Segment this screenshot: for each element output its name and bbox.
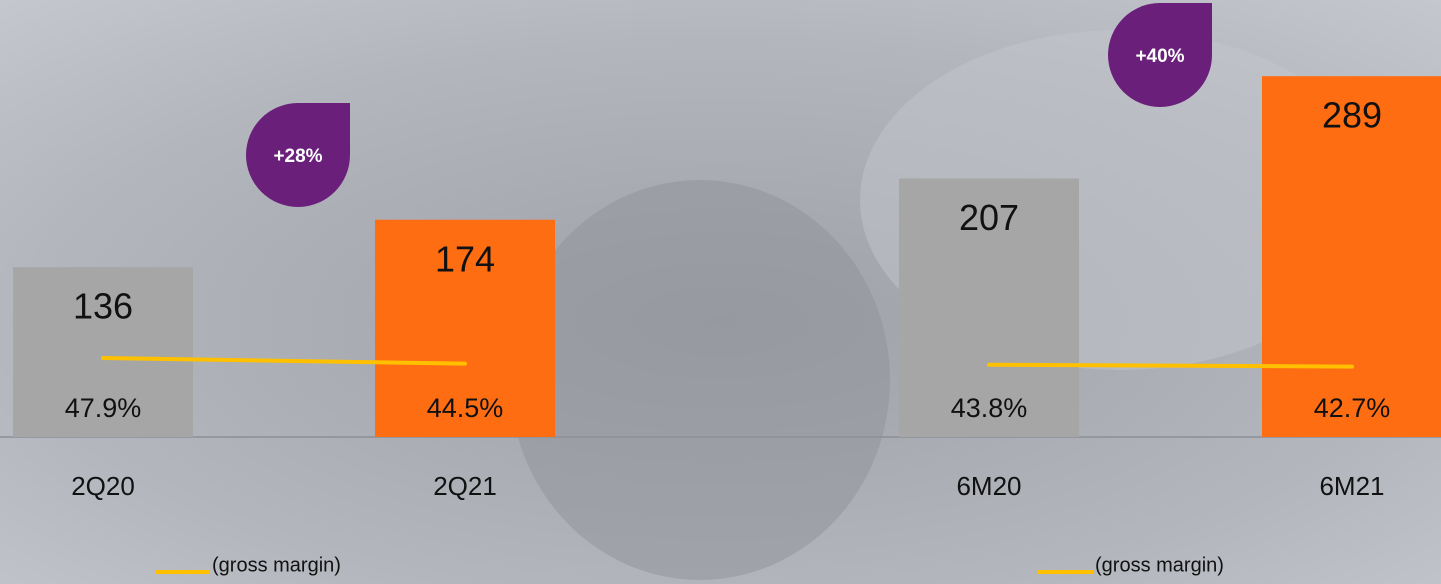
x-tick-label: 6M20 bbox=[956, 471, 1021, 501]
margin-label: 43.8% bbox=[951, 393, 1028, 423]
growth-label: +28% bbox=[273, 146, 322, 167]
margin-label: 47.9% bbox=[65, 393, 142, 423]
background-shape bbox=[510, 180, 890, 580]
chart: 136 2Q20 174 2Q21 207 6M20 289 6M21 47.9% 44.5% (g… bbox=[0, 0, 1441, 584]
x-tick-label: 2Q21 bbox=[433, 471, 497, 501]
x-tick-label: 6M21 bbox=[1319, 471, 1384, 501]
bar-value-label: 136 bbox=[73, 286, 133, 327]
margin-label: 42.7% bbox=[1314, 393, 1391, 423]
bar-value-label: 174 bbox=[435, 238, 495, 279]
bar-value-label: 289 bbox=[1322, 95, 1382, 136]
margin-label: 44.5% bbox=[427, 393, 504, 423]
legend-label: (gross margin) bbox=[212, 554, 341, 576]
bar-value-label: 207 bbox=[959, 197, 1019, 238]
x-tick-label: 2Q20 bbox=[71, 471, 135, 501]
margin-line bbox=[989, 365, 1352, 367]
growth-label: +40% bbox=[1135, 46, 1184, 67]
legend-label: (gross margin) bbox=[1095, 554, 1224, 576]
